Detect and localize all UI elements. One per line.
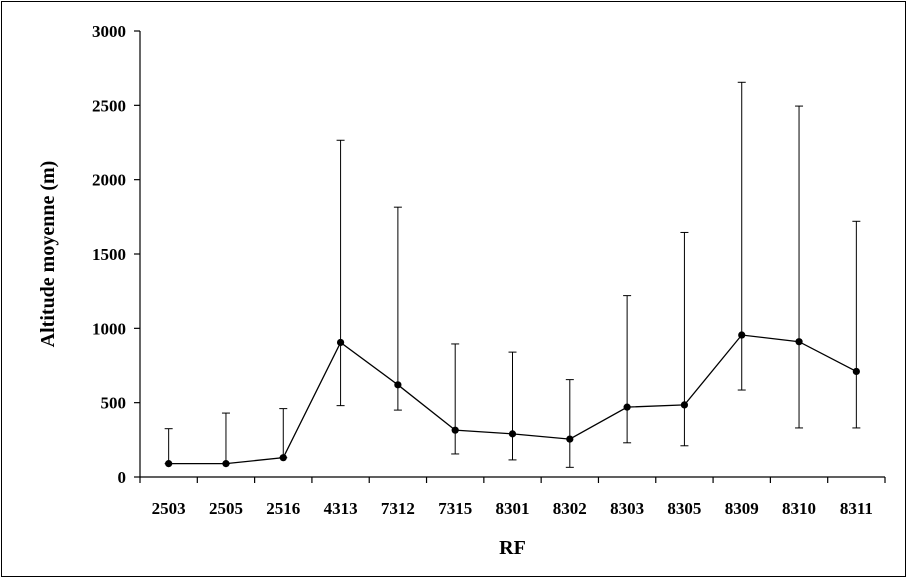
y-tick-label: 1000 bbox=[92, 319, 126, 338]
x-tick-label: 8302 bbox=[553, 499, 587, 518]
data-point bbox=[508, 430, 517, 438]
x-tick-label: 7312 bbox=[381, 499, 415, 518]
x-tick-label: 8309 bbox=[725, 499, 759, 518]
data-point bbox=[165, 460, 173, 468]
x-tick-label: 8301 bbox=[496, 499, 530, 518]
data-point bbox=[623, 403, 631, 411]
x-tick-label: 8303 bbox=[610, 499, 644, 518]
x-tick-label: 8310 bbox=[782, 499, 816, 518]
data-points bbox=[165, 331, 860, 468]
data-point bbox=[394, 381, 402, 389]
data-point bbox=[795, 338, 803, 346]
x-tick-label: 2505 bbox=[209, 499, 243, 518]
data-point bbox=[566, 435, 574, 443]
x-tick-label: 8311 bbox=[840, 499, 873, 518]
y-tick-label: 1500 bbox=[92, 245, 126, 264]
x-tick-label: 4313 bbox=[324, 499, 358, 518]
data-point bbox=[222, 460, 230, 468]
y-tick-label: 2500 bbox=[92, 96, 126, 115]
data-point bbox=[279, 454, 287, 462]
x-axis-title: RF bbox=[499, 537, 526, 559]
y-tick-label: 0 bbox=[118, 468, 127, 487]
x-ticks: 2503 2505 2516 4313 7312 7315 8301 8302 8303 8305… bbox=[139, 477, 886, 518]
x-tick-label: 2503 bbox=[152, 499, 186, 518]
y-tick-label: 3000 bbox=[92, 22, 126, 41]
data-point bbox=[336, 338, 345, 347]
data-point bbox=[680, 401, 689, 409]
data-point bbox=[451, 426, 459, 434]
y-axis-title: Altitude moyenne (m) bbox=[37, 161, 59, 348]
data-point bbox=[738, 331, 746, 339]
x-tick-label: 8305 bbox=[667, 499, 701, 518]
data-point bbox=[852, 367, 860, 376]
y-ticks: 0 500 1000 1500 2000 2500 3000 bbox=[92, 22, 140, 487]
x-tick-label: 7315 bbox=[438, 499, 472, 518]
error-bars bbox=[164, 81, 861, 468]
y-tick-label: 500 bbox=[101, 394, 127, 413]
y-tick-label: 2000 bbox=[92, 171, 126, 190]
x-tick-label: 2516 bbox=[266, 499, 300, 518]
